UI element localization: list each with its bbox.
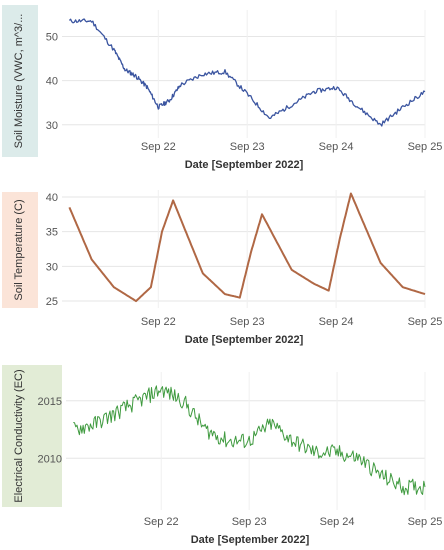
x-tick-label: Sep 22 <box>144 516 179 528</box>
chart-soil-temperature: Soil Temperature (C) 25 30 35 40 Sep 22 Sep … <box>2 190 442 346</box>
x-tick-label: Sep 23 <box>232 516 267 528</box>
y-axis-label: Electrical Conductivity (EC) <box>13 369 25 502</box>
y-tick-label: 2010 <box>38 453 62 465</box>
y-tick-label: 25 <box>46 296 58 308</box>
y-tick-label: 30 <box>46 120 58 132</box>
x-tick-label: Sep 24 <box>319 141 354 153</box>
x-tick-label: Sep 25 <box>408 516 443 528</box>
x-tick-label: Sep 25 <box>408 141 443 153</box>
x-axis-label: Date [September 2022] <box>191 534 310 546</box>
series-line <box>73 385 426 496</box>
y-tick-label: 30 <box>46 261 58 273</box>
ylabel-background <box>2 365 62 507</box>
x-tick-label: Sep 25 <box>408 316 443 328</box>
ylabel-background <box>2 192 38 308</box>
y-tick-label: 40 <box>46 192 58 204</box>
x-tick-label: Sep 22 <box>141 141 176 153</box>
y-tick-label: 50 <box>46 31 58 43</box>
x-tick-label: Sep 23 <box>230 141 265 153</box>
y-tick-label: 35 <box>46 227 58 239</box>
series-line <box>68 18 426 127</box>
x-axis-label: Date [September 2022] <box>185 334 304 346</box>
x-tick-label: Sep 24 <box>320 516 355 528</box>
x-tick-label: Sep 23 <box>230 316 265 328</box>
x-axis-label: Date [September 2022] <box>185 159 304 171</box>
x-tick-label: Sep 22 <box>141 316 176 328</box>
y-tick-label: 40 <box>46 76 58 88</box>
y-axis-label: Soil Moisture (VWC, m^3/... <box>13 14 25 149</box>
chart-soil-moisture: Soil Moisture (VWC, m^3/... 30 40 50 Sep 2… <box>2 5 442 171</box>
x-tick-label: Sep 24 <box>319 316 354 328</box>
y-axis-label: Soil Temperature (C) <box>13 199 25 300</box>
series-line <box>68 192 426 303</box>
chart-electrical-conductivity: Electrical Conductivity (EC) 2010 2015 Se… <box>2 365 442 546</box>
y-tick-label: 2015 <box>38 396 62 408</box>
ylabel-background <box>2 5 38 157</box>
